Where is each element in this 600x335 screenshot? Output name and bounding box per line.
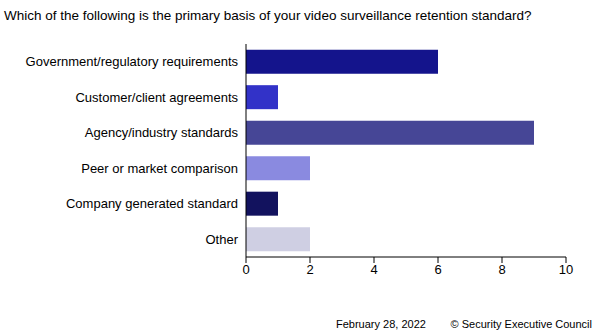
svg-text:Other: Other: [205, 232, 238, 247]
html-text:February 28, 2022: February 28, 2022: [336, 318, 426, 330]
svg-text:4: 4: [370, 262, 377, 277]
svg-text:8: 8: [498, 262, 505, 277]
svg-text:6: 6: [434, 262, 441, 277]
html-text:Which of the following is the: Which of the following is the primary ba…: [4, 8, 532, 23]
svg-text:Customer/client agreements: Customer/client agreements: [75, 90, 238, 105]
svg-text:Government/regulatory requirem: Government/regulatory requirements: [26, 54, 239, 69]
svg-text:0: 0: [242, 262, 249, 277]
svg-text:Peer or market comparison: Peer or market comparison: [81, 161, 238, 176]
svg-text:2: 2: [306, 262, 313, 277]
html-text:© Security Executive Council: © Security Executive Council: [450, 318, 592, 330]
svg-text:Agency/industry standards: Agency/industry standards: [85, 125, 239, 140]
svg-text:Company generated standard: Company generated standard: [66, 196, 238, 211]
svg-text:10: 10: [559, 262, 573, 277]
